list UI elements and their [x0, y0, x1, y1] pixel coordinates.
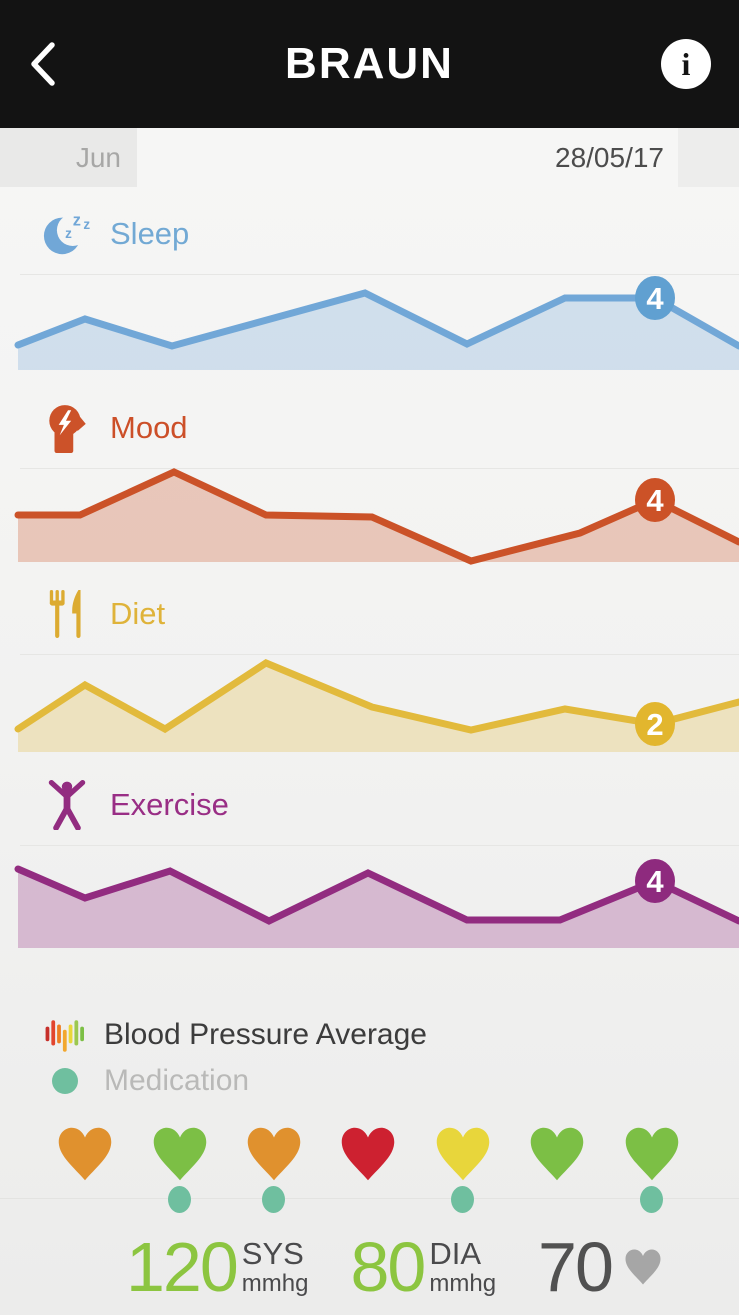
- svg-text:4: 4: [646, 483, 664, 518]
- systolic-value: 120: [126, 1228, 239, 1306]
- mood-section: Mood 4: [0, 383, 739, 569]
- heart-day[interactable]: [38, 1124, 132, 1213]
- figure-arms-up-icon: [48, 780, 86, 830]
- month-selector[interactable]: Jun: [0, 128, 137, 187]
- vitals-stats: 120 SYS mmhg 80 DIA mmhg 70: [0, 1232, 739, 1302]
- diastolic-label: DIA: [429, 1236, 482, 1272]
- exercise-chart[interactable]: 4: [0, 846, 739, 956]
- medication-dot: [262, 1186, 286, 1213]
- fork-knife-icon: [49, 590, 81, 638]
- heart-day[interactable]: [510, 1124, 604, 1213]
- hearts-baseline: [0, 1198, 739, 1199]
- systolic-label: SYS: [241, 1236, 304, 1272]
- exercise-section-header: Exercise: [0, 772, 739, 838]
- diastolic-stat: 80 DIA mmhg: [350, 1232, 496, 1302]
- app-header: BRAUN i: [0, 0, 739, 128]
- divider: [20, 274, 739, 275]
- medication-legend-dot: [52, 1068, 78, 1094]
- blood-pressure-label: Blood Pressure Average: [104, 1018, 427, 1051]
- diastolic-value: 80: [350, 1228, 426, 1306]
- diastolic-unit: mmhg: [429, 1269, 497, 1297]
- svg-text:z: z: [83, 217, 90, 232]
- moon-zzz-icon: z z z: [43, 211, 90, 255]
- svg-text:2: 2: [646, 707, 663, 742]
- medication-dot: [451, 1186, 475, 1213]
- brand-logo: BRAUN: [285, 39, 454, 88]
- info-button[interactable]: i: [661, 39, 711, 89]
- date-bar: Jun 28/05/17: [0, 128, 739, 187]
- daily-ratings: [0, 1124, 739, 1220]
- diet-section-header: Diet: [0, 581, 739, 647]
- medication-dot: [168, 1186, 192, 1213]
- heart-day[interactable]: [132, 1124, 226, 1213]
- mood-day-badge: [635, 478, 675, 522]
- mood-label: Mood: [110, 410, 188, 445]
- svg-text:z: z: [65, 226, 72, 241]
- medication-label: Medication: [104, 1064, 250, 1097]
- back-chevron-icon: [31, 42, 55, 86]
- heart-icon: [436, 1127, 489, 1181]
- mood-section-header: Mood: [0, 395, 739, 461]
- heart-day[interactable]: [227, 1124, 321, 1213]
- heart-day[interactable]: [321, 1124, 415, 1213]
- diet-label: Diet: [110, 596, 166, 631]
- heart-day[interactable]: [416, 1124, 510, 1213]
- heart-day[interactable]: [604, 1124, 698, 1213]
- pulse-heart-icon: [625, 1249, 661, 1285]
- systolic-stat: 120 SYS mmhg: [126, 1232, 308, 1302]
- sleep-chart[interactable]: 4: [0, 275, 739, 375]
- heart-icon: [625, 1127, 678, 1181]
- blood-pressure-icon: [45, 1020, 85, 1052]
- svg-text:4: 4: [646, 281, 664, 316]
- heart-icon: [247, 1127, 301, 1181]
- sleep-day-badge: [635, 276, 675, 320]
- heart-icon: [58, 1127, 112, 1181]
- svg-text:4: 4: [646, 864, 664, 899]
- legend: Blood Pressure Average Medication: [0, 1016, 739, 1098]
- date-bar-cap: [678, 128, 739, 187]
- systolic-unit: mmhg: [241, 1269, 309, 1297]
- divider: [20, 468, 739, 469]
- medication-dot: [640, 1186, 664, 1213]
- date-label: 28/05/17: [555, 142, 664, 173]
- pulse-value: 70: [538, 1228, 614, 1306]
- exercise-label: Exercise: [110, 787, 229, 822]
- head-bolt-icon: [49, 405, 86, 453]
- exercise-section: Exercise 4: [0, 760, 739, 956]
- sleep-section-header: z z z Sleep: [0, 201, 739, 267]
- legend-blood-pressure-row: Blood Pressure Average: [44, 1016, 739, 1054]
- svg-text:z: z: [73, 211, 81, 229]
- diet-section: Diet 2: [0, 571, 739, 760]
- mood-chart[interactable]: 4: [0, 468, 739, 569]
- diet-day-badge: [635, 702, 675, 746]
- divider: [20, 845, 739, 846]
- hearts-row: [38, 1124, 699, 1213]
- back-button[interactable]: [28, 38, 72, 90]
- heart-icon: [153, 1127, 206, 1181]
- sleep-label: Sleep: [110, 216, 190, 251]
- sleep-section: z z z Sleep 4: [0, 187, 739, 375]
- pulse-stat: 70: [538, 1232, 664, 1302]
- heart-icon: [342, 1127, 395, 1181]
- diet-chart[interactable]: 2: [0, 655, 739, 760]
- legend-medication-row: Medication: [44, 1064, 739, 1098]
- heart-icon: [530, 1127, 584, 1181]
- exercise-day-badge: [635, 859, 675, 903]
- info-icon: i: [681, 46, 691, 82]
- divider: [20, 654, 739, 655]
